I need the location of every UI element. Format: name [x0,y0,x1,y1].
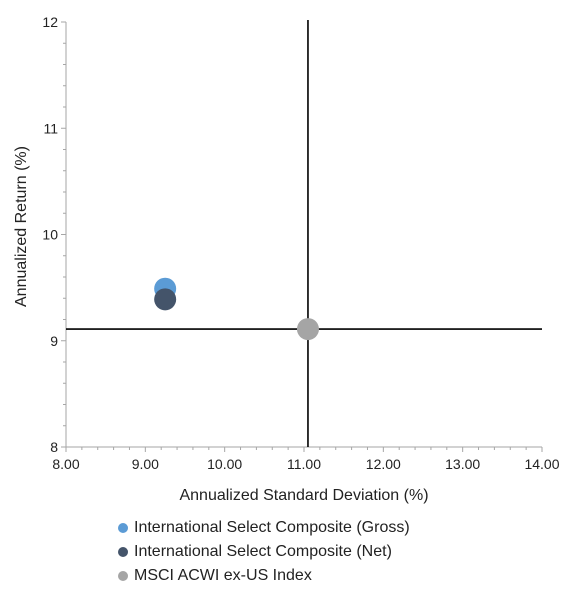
axes [61,21,543,452]
x-tick-label: 9.00 [132,456,159,472]
y-tick-label: 12 [42,14,58,30]
x-tick-label: 13.00 [445,456,480,472]
legend-label-net: International Select Composite (Net) [134,543,392,560]
data-point-1 [154,288,177,311]
legend: International Select Composite (Gross) I… [118,516,410,588]
y-tick-label: 8 [50,439,58,455]
x-tick-label: 12.00 [366,456,401,472]
x-tick-label: 8.00 [52,456,79,472]
reference-lines [66,20,542,447]
x-tick-label: 14.00 [524,456,559,472]
x-tick-label: 10.00 [207,456,242,472]
legend-item-net: International Select Composite (Net) [118,540,410,564]
y-tick-label: 10 [42,227,58,243]
legend-swatch-net [118,547,128,557]
data-points [154,277,319,341]
x-tick-label: 11.00 [287,456,321,472]
legend-label-gross: International Select Composite (Gross) [134,519,410,536]
legend-item-index: MSCI ACWI ex-US Index [118,564,410,588]
legend-swatch-gross [118,523,128,533]
axis-labels: 8 9 10 11 12 8.00 9.00 10.00 11.00 12.00 13.00 14.0… [13,14,560,504]
y-tick-label: 11 [43,120,58,136]
y-tick-label: 9 [50,333,58,349]
legend-item-gross: International Select Composite (Gross) [118,516,410,540]
legend-label-index: MSCI ACWI ex-US Index [134,567,312,584]
x-axis-title: Annualized Standard Deviation (%) [179,487,428,504]
data-point-2 [296,318,319,341]
y-axis-title: Annualized Return (%) [13,146,30,307]
legend-swatch-index [118,571,128,581]
